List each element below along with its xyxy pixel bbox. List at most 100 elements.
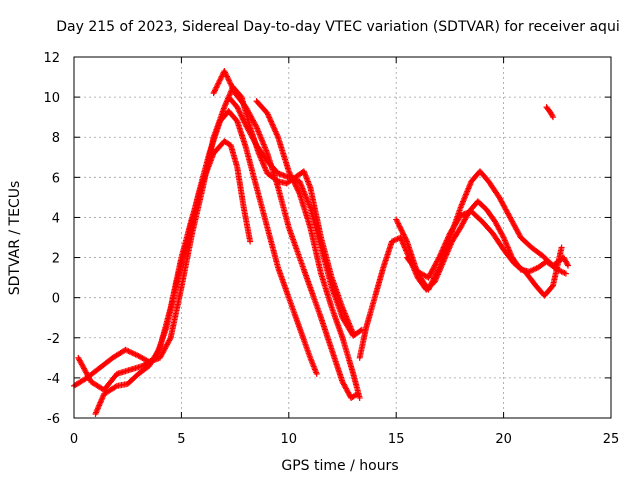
x-axis-label: GPS time / hours — [281, 458, 398, 474]
series-track-4 — [210, 68, 361, 401]
data-point — [156, 346, 163, 353]
data-point — [356, 394, 363, 401]
data-point — [430, 276, 437, 283]
data-point — [228, 81, 235, 88]
data-point — [499, 233, 506, 240]
data-point — [402, 235, 409, 242]
data-point — [285, 168, 292, 175]
y-tick-label: 0 — [52, 292, 60, 307]
data-point — [226, 77, 233, 84]
data-point — [213, 84, 220, 91]
data-point — [292, 182, 299, 189]
data-point — [549, 112, 556, 119]
data-point — [287, 171, 294, 178]
data-point — [425, 286, 432, 293]
data-point — [222, 69, 229, 76]
data-point — [289, 175, 296, 182]
data-point — [212, 85, 219, 92]
plot-border — [73, 56, 612, 419]
data-point — [166, 336, 173, 343]
data-point — [430, 275, 437, 282]
data-point — [432, 271, 439, 278]
data-point — [393, 217, 400, 224]
data-points — [71, 68, 572, 417]
y-tick-label: 10 — [43, 91, 60, 106]
data-point — [293, 184, 300, 191]
data-point — [242, 120, 249, 127]
data-point — [288, 173, 295, 180]
data-point — [252, 122, 259, 129]
series-track-3 — [92, 138, 254, 417]
data-point — [213, 83, 220, 90]
data-point — [435, 255, 442, 262]
data-point — [433, 270, 440, 277]
data-point — [234, 104, 241, 111]
data-point — [398, 227, 405, 234]
y-tick-label: 12 — [43, 51, 60, 66]
data-point — [403, 237, 410, 244]
data-point — [558, 244, 565, 251]
data-point — [229, 84, 236, 91]
data-point — [428, 279, 435, 286]
data-point — [435, 265, 442, 272]
y-tick-label: 4 — [52, 211, 60, 226]
data-point — [214, 81, 221, 88]
data-point — [562, 270, 569, 277]
data-point — [428, 281, 435, 288]
data-point — [223, 72, 230, 79]
data-point — [217, 76, 224, 83]
series-track-6 — [253, 98, 363, 401]
data-point — [218, 74, 225, 81]
x-tick-label: 5 — [177, 432, 185, 447]
data-point — [224, 73, 231, 80]
x-tick-label: 10 — [281, 432, 298, 447]
data-point — [295, 188, 302, 195]
data-point — [565, 262, 572, 269]
data-point — [396, 223, 403, 230]
data-point — [224, 74, 231, 81]
data-point — [234, 105, 241, 112]
data-point — [221, 68, 228, 75]
x-tick-label: 0 — [70, 432, 78, 447]
data-point — [228, 83, 235, 90]
x-tick-label: 15 — [388, 432, 405, 447]
data-point — [431, 274, 438, 281]
data-point — [215, 79, 222, 86]
data-point — [247, 238, 254, 245]
data-point — [240, 118, 247, 125]
data-point — [432, 272, 439, 279]
data-point — [211, 88, 218, 95]
y-tick-label: -2 — [47, 332, 60, 347]
y-tick-label: 2 — [52, 252, 60, 267]
data-point — [211, 87, 218, 94]
data-point — [112, 383, 119, 390]
data-point — [235, 106, 242, 113]
data-point — [549, 283, 556, 290]
x-tick-label: 25 — [603, 432, 620, 447]
data-point — [230, 85, 237, 92]
data-point — [227, 80, 234, 87]
data-point — [241, 119, 248, 126]
data-point — [291, 180, 298, 187]
data-point — [394, 219, 401, 226]
data-point — [399, 230, 406, 237]
data-point — [550, 114, 557, 121]
y-tick-label: -6 — [47, 412, 60, 427]
data-point — [238, 113, 245, 120]
data-point — [429, 278, 436, 285]
data-point — [393, 216, 400, 223]
data-point — [222, 70, 229, 77]
data-point — [426, 283, 433, 290]
data-point — [236, 108, 243, 115]
data-point — [434, 267, 441, 274]
data-point — [216, 77, 223, 84]
data-point — [218, 73, 225, 80]
data-point — [226, 79, 233, 86]
data-point — [397, 226, 404, 233]
data-point — [434, 268, 441, 275]
data-point — [230, 87, 237, 94]
data-point — [399, 228, 406, 235]
y-axis-label: SDTVAR / TECUs — [7, 181, 23, 296]
data-point — [225, 76, 232, 83]
